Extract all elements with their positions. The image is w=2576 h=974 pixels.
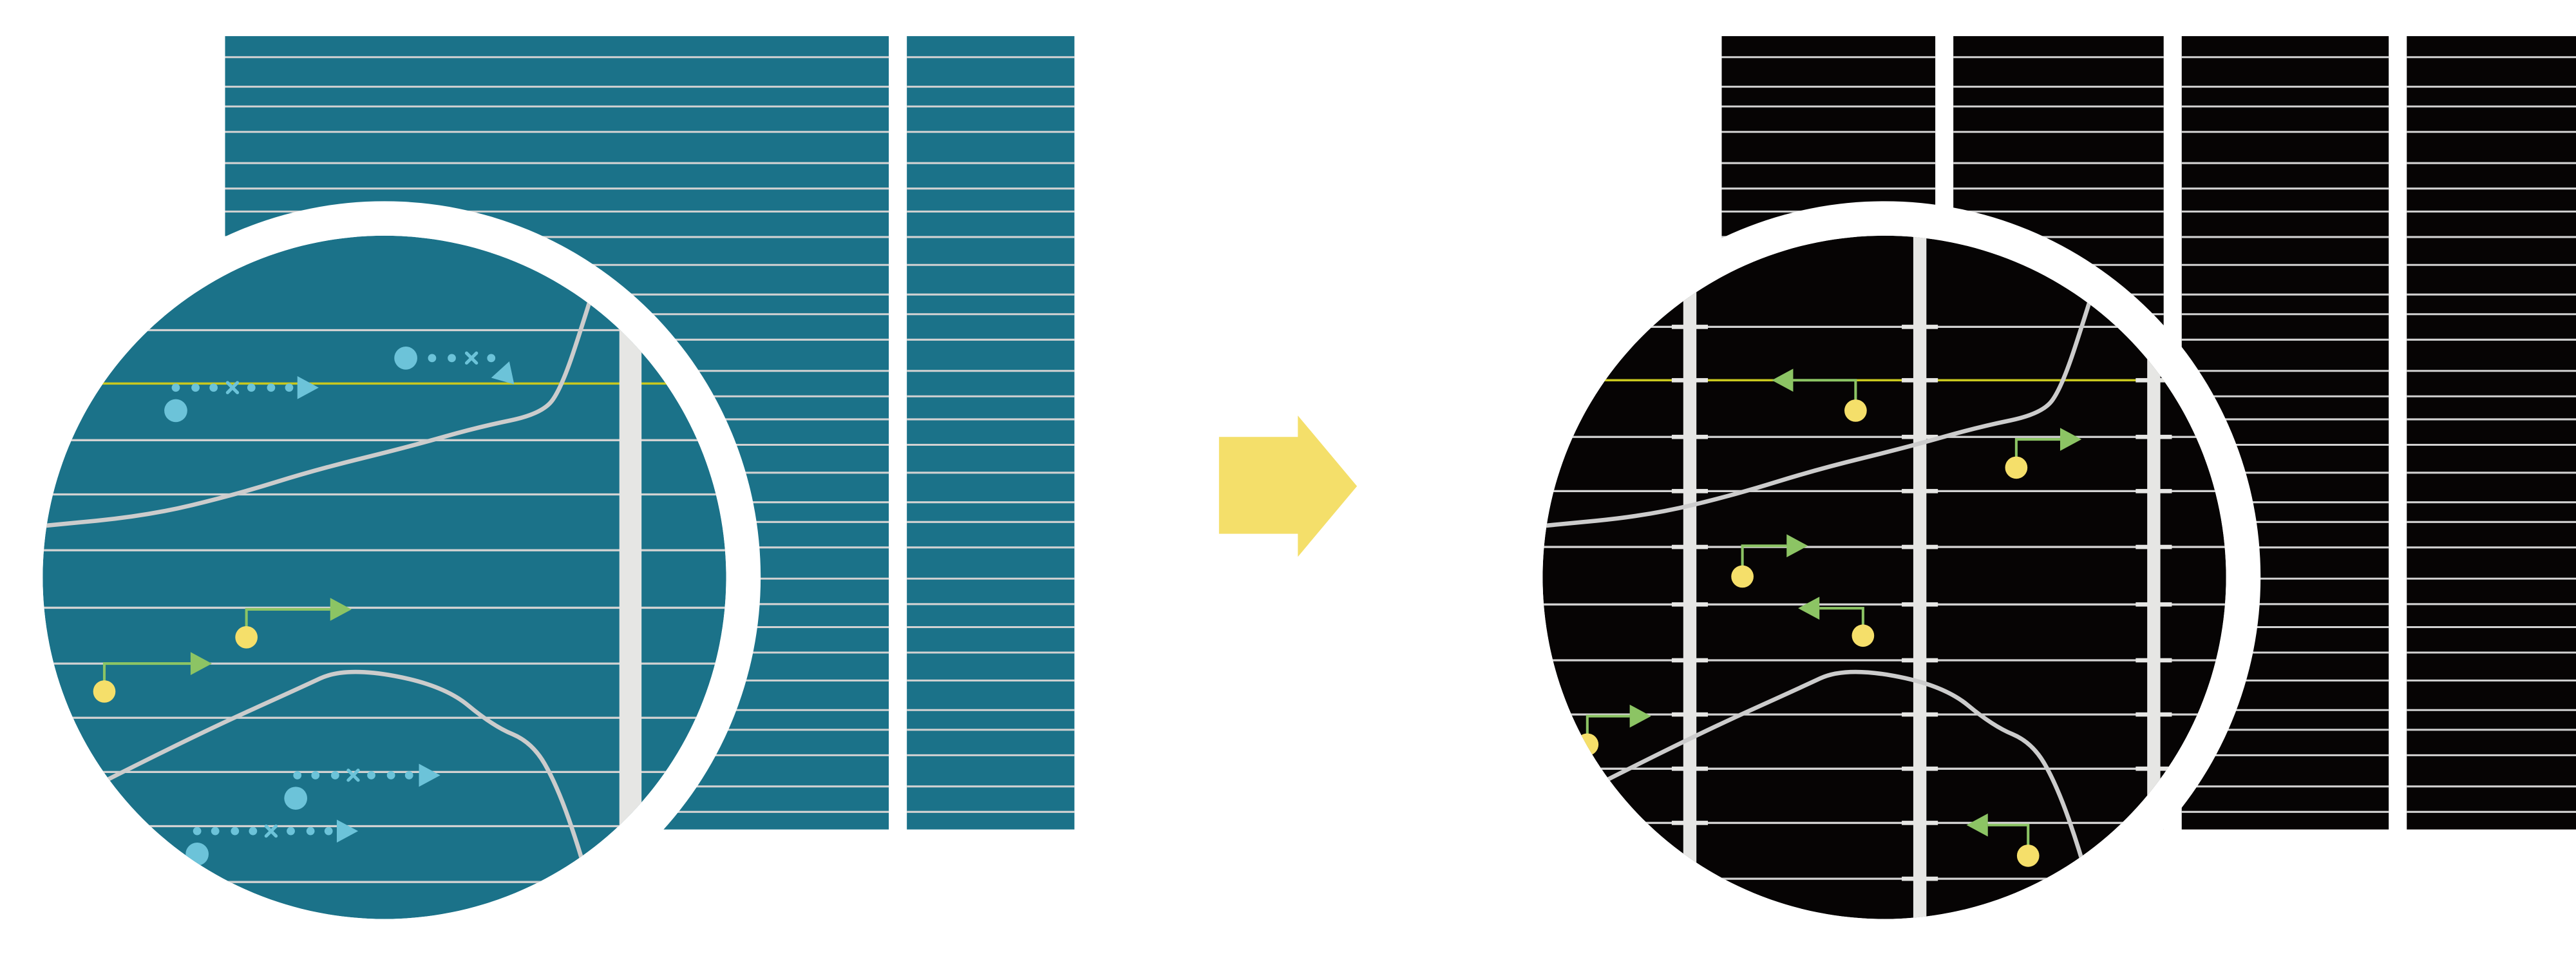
dot [306, 826, 315, 836]
dot [285, 383, 294, 392]
bar-tick [1902, 325, 1938, 329]
dot [386, 771, 395, 779]
dot [191, 383, 200, 392]
bar-tick [2136, 658, 2172, 663]
triangle-right-icon [330, 598, 352, 621]
triangle-right-icon [1629, 704, 1651, 728]
dot [247, 383, 256, 392]
bar-tick [1902, 658, 1938, 663]
x-mark-icon [464, 351, 478, 365]
bar-tick [1671, 434, 1709, 439]
x-mark-icon [346, 769, 360, 782]
bar-tick [2136, 377, 2172, 383]
bar-tick [1902, 377, 1938, 383]
dot [324, 826, 333, 836]
bar-tick [1902, 434, 1938, 439]
bar-tick [1671, 821, 1709, 825]
bar-tick [1902, 821, 1938, 825]
dot [311, 771, 320, 779]
yellow-dot [2016, 845, 2040, 867]
bar-tick [1671, 489, 1709, 493]
triangle-down-right-icon [491, 361, 515, 385]
yellow-dot [93, 680, 116, 703]
vertical-bar [619, 330, 642, 839]
triangle-right-icon [190, 652, 213, 675]
bar-tick [2136, 434, 2172, 439]
vertical-bar [1683, 235, 1697, 919]
curve-line [44, 260, 603, 528]
triangle-right-icon [419, 763, 440, 787]
dot [331, 771, 339, 779]
bar-tick [1902, 876, 1938, 881]
yellow-dot [1844, 399, 1867, 422]
triangle-right-icon [2060, 428, 2082, 451]
triangle-right-icon [1786, 534, 1808, 558]
dot [287, 826, 295, 836]
yellow-dot [235, 625, 258, 649]
bar-tick [2136, 766, 2172, 771]
bar-tick [1902, 712, 1938, 717]
triangle-left-icon [1966, 813, 1988, 837]
dot [209, 383, 218, 392]
bar-tick [1671, 658, 1709, 663]
curve-line [63, 669, 600, 919]
dot [487, 354, 496, 363]
origin-dot [394, 346, 417, 370]
origin-dot [284, 787, 308, 810]
bar-tick [1671, 712, 1709, 717]
curve-line [1544, 260, 2104, 528]
yellow-dot [1852, 624, 1875, 647]
bar-tick [2136, 544, 2172, 549]
x-mark-icon [264, 824, 278, 838]
bar-tick [1902, 766, 1938, 771]
dot [193, 826, 202, 836]
vertical-bar [1913, 235, 1927, 919]
vertical-bar [2147, 235, 2161, 919]
bar-tick [1671, 766, 1709, 771]
dot [293, 771, 302, 779]
triangle-right-icon [336, 819, 359, 843]
yellow-dot [2005, 456, 2028, 479]
dot [267, 383, 276, 392]
bar-tick [1671, 325, 1709, 329]
origin-dot [164, 399, 187, 423]
dot [211, 826, 220, 836]
bar-tick [1902, 602, 1938, 607]
curve-line [1563, 669, 2100, 919]
dot [404, 771, 413, 779]
dot [367, 771, 375, 779]
bar-tick [2136, 602, 2172, 607]
bar-tick [1671, 544, 1709, 549]
bar-tick [1902, 489, 1938, 493]
bar-tick [2136, 876, 2172, 881]
magnifier-content [43, 235, 726, 919]
bar-tick [1902, 544, 1938, 549]
panel-column [907, 36, 1075, 830]
bar-tick [2136, 489, 2172, 493]
panel-column [2407, 36, 2576, 830]
magnifier-fill [1542, 235, 2226, 919]
dot [249, 826, 258, 836]
before-magnifier [8, 201, 761, 954]
arrow-right-icon [1218, 415, 1358, 557]
triangle-right-icon [297, 376, 319, 399]
dot [171, 383, 180, 392]
dot [448, 354, 456, 363]
bar-tick [1671, 602, 1709, 607]
yellow-dot [1731, 565, 1754, 588]
bar-tick [2136, 712, 2172, 717]
triangle-left-icon [1798, 597, 1820, 620]
dot [231, 826, 240, 836]
dot [428, 354, 437, 363]
magnifier-fill [43, 235, 726, 919]
after-magnifier [1508, 201, 2261, 954]
triangle-left-icon [1772, 368, 1794, 392]
x-mark-icon [225, 381, 240, 394]
bar-tick [1671, 377, 1709, 383]
